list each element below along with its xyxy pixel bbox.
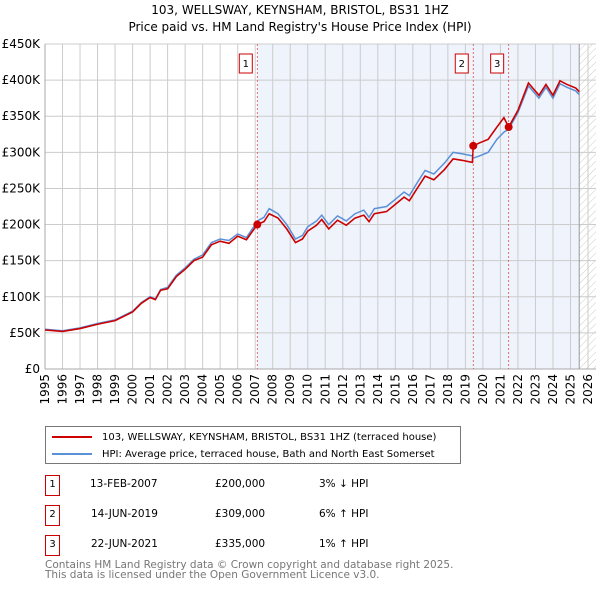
plot-area: £0 £50K £100K £150K £200K £250K £300K £350K £400… — [2, 37, 596, 405]
sale-label: 3 — [494, 59, 500, 70]
y-tick-label: £300K — [2, 145, 42, 159]
legend-swatch-hpi — [52, 453, 92, 455]
footer-line: This data is licensed under the Open Gov… — [45, 569, 380, 581]
sale-date: 14-JUN-2019 — [91, 508, 158, 520]
legend: 103, WELLSWAY, KEYNSHAM, BRISTOL, BS31 1… — [45, 426, 461, 464]
sale-point — [504, 123, 513, 132]
sale-label-box — [454, 53, 469, 74]
x-tick-label: 2015 — [388, 374, 402, 405]
x-tick-label: 2001 — [143, 374, 157, 405]
y-tick-label: £150K — [2, 254, 42, 268]
x-tick-label: 2012 — [336, 374, 350, 405]
sale-row: 3 22-JUN-2021 £335,000 1% ↑ HPI — [45, 535, 465, 556]
x-tick-label: 1999 — [108, 374, 122, 405]
x-tick-label: 2007 — [248, 374, 262, 405]
legend-label-property: 103, WELLSWAY, KEYNSHAM, BRISTOL, BS31 1… — [102, 431, 437, 443]
sale-label: 2 — [459, 59, 465, 70]
sale-point — [253, 220, 262, 229]
x-tick-label: 2005 — [213, 374, 227, 405]
sale-marker-badge: 1 — [45, 475, 60, 496]
x-tick-label: 2016 — [406, 374, 420, 405]
sale-marker-badge: 2 — [45, 505, 60, 526]
x-tick-label: 2002 — [161, 374, 175, 405]
x-tick-label: 2021 — [493, 374, 507, 405]
x-tick-label: 2022 — [511, 374, 525, 405]
footer: Contains HM Land Registry data © Crown c… — [45, 559, 454, 581]
x-tick-label: 2025 — [563, 374, 577, 405]
x-tick-label: 1995 — [38, 374, 52, 405]
y-tick-label: £50K — [9, 326, 41, 340]
x-tick-label: 1996 — [56, 374, 70, 405]
y-tick-label: £100K — [2, 290, 42, 304]
legend-label-hpi: HPI: Average price, terraced house, Bath… — [102, 448, 435, 460]
x-tick-label: 1997 — [73, 374, 87, 405]
sale-date: 22-JUN-2021 — [91, 538, 158, 550]
y-tick-label: £200K — [2, 218, 42, 232]
x-tick-label: 2020 — [476, 374, 490, 405]
footer-line: Contains HM Land Registry data © Crown c… — [45, 559, 454, 571]
x-tick-label: 2009 — [283, 374, 297, 405]
y-tick-label: £250K — [2, 181, 42, 195]
sale-hpi-diff: 3% ↓ HPI — [319, 478, 369, 490]
sale-row: 1 13-FEB-2007 £200,000 3% ↓ HPI — [45, 475, 465, 496]
y-tick-label: £350K — [2, 109, 42, 123]
x-tick-label: 2018 — [441, 374, 455, 405]
sale-row: 2 14-JUN-2019 £309,000 6% ↑ HPI — [45, 505, 465, 526]
sale-price: £309,000 — [215, 508, 266, 520]
chart-subtitle: Price paid vs. HM Land Registry's House … — [128, 20, 472, 34]
x-tick-label: 2014 — [371, 374, 385, 405]
sale-hpi-diff: 1% ↑ HPI — [319, 538, 369, 550]
shaded-period — [257, 44, 580, 369]
sale-marker-badge: 3 — [45, 535, 60, 556]
x-tick-label: 2024 — [546, 374, 560, 405]
x-tick-label: 2026 — [581, 374, 595, 405]
x-tick-label: 2013 — [353, 374, 367, 405]
sale-label: 1 — [243, 59, 249, 70]
sale-label-box — [238, 53, 253, 74]
hpi-line — [44, 82, 580, 332]
x-tick-label: 2010 — [301, 374, 315, 405]
legend-swatch-property — [52, 436, 92, 438]
chart-title: 103, WELLSWAY, KEYNSHAM, BRISTOL, BS31 1… — [151, 3, 449, 17]
x-tick-label: 2000 — [126, 374, 140, 405]
price-line — [44, 79, 580, 333]
x-tick-label: 2003 — [178, 374, 192, 405]
sale-label-box — [490, 53, 505, 74]
y-tick-label: £450K — [2, 37, 42, 51]
sale-point — [469, 141, 478, 150]
x-tick-label: 2023 — [528, 374, 542, 405]
x-tick-label: 2011 — [318, 374, 332, 405]
x-tick-label: 2019 — [458, 374, 472, 405]
sale-price: £200,000 — [215, 478, 266, 490]
sale-hpi-diff: 6% ↑ HPI — [319, 508, 369, 520]
x-tick-label: 2008 — [266, 374, 280, 405]
x-tick-label: 1998 — [91, 374, 105, 405]
x-tick-label: 2017 — [423, 374, 437, 405]
x-tick-label: 2006 — [231, 374, 245, 405]
x-tick-label: 2004 — [196, 374, 210, 405]
sale-price: £335,000 — [215, 538, 266, 550]
sale-date: 13-FEB-2007 — [90, 478, 158, 490]
y-tick-label: £0 — [25, 362, 40, 376]
y-tick-label: £400K — [2, 73, 42, 87]
